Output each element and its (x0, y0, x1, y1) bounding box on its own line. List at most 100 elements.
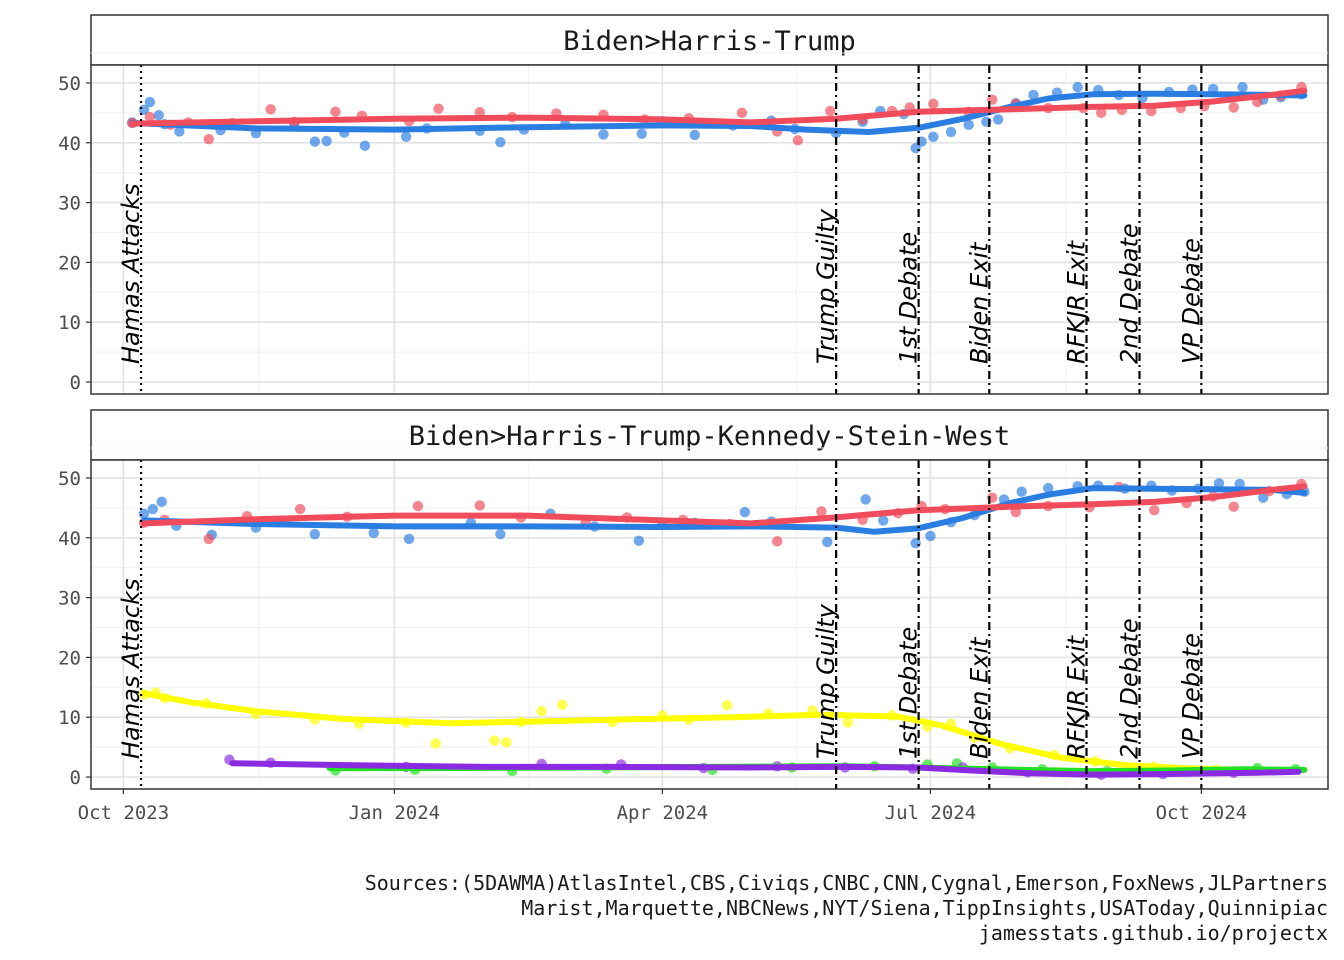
data-point (403, 533, 415, 545)
data-point (294, 503, 306, 515)
data-point (721, 700, 733, 711)
data-point (598, 129, 609, 140)
y-tick-label: 20 (58, 647, 81, 669)
y-tick-label: 0 (70, 372, 81, 394)
data-point (138, 508, 150, 520)
data-point (689, 129, 700, 141)
trend-line-2 (141, 483, 1308, 527)
data-point (203, 133, 215, 145)
x-tick-label: Oct 2024 (1156, 802, 1248, 824)
data-point (842, 717, 854, 728)
panel-strip (90, 409, 1329, 461)
y-tick-label: 40 (58, 528, 81, 550)
data-point (636, 128, 647, 139)
panel-1: Biden>Harris-Trump 0 10 20 30 40 50 Hamas Attac… (58, 14, 1329, 395)
y-tick-label: 0 (70, 767, 81, 789)
y-tick-label: 10 (58, 707, 81, 729)
event-label: VP Debate (1177, 238, 1205, 364)
data-point (557, 699, 568, 710)
y-tick-label: 20 (58, 252, 81, 274)
data-point (816, 506, 827, 517)
data-point (368, 527, 379, 539)
data-point (430, 738, 441, 749)
data-point (1028, 89, 1039, 101)
caption-sources-line-1: Sources:(5DAWMA)AtlasIntel,CBS,Civiqs,CN… (364, 871, 1328, 895)
data-point (174, 126, 185, 137)
event-label: Biden Exit (965, 636, 993, 759)
y-tick-label: 30 (58, 193, 81, 215)
panel-title: Biden>Harris-Trump-Kennedy-Stein-West (409, 421, 1010, 452)
panel-border (90, 64, 1329, 395)
data-point (309, 136, 321, 147)
panel-2: Biden>Harris-Trump-Kennedy-Stein-West 0 10… (58, 409, 1329, 824)
data-point (144, 111, 156, 123)
data-point (474, 107, 485, 118)
data-point (1149, 505, 1160, 516)
caption-website: jamesstats.github.io/projectx (978, 921, 1328, 945)
data-point (992, 114, 1004, 125)
data-point (822, 536, 833, 548)
event-label: Trump Guilty (812, 208, 840, 364)
data-point (489, 735, 500, 746)
data-point (1072, 81, 1083, 93)
data-point (860, 494, 871, 505)
data-point (495, 528, 506, 540)
data-point (265, 104, 276, 115)
data-point (156, 496, 167, 508)
data-point (144, 96, 156, 108)
data-point (739, 506, 751, 518)
data-point (321, 135, 332, 147)
y-tick-label: 30 (58, 588, 81, 610)
data-point (1096, 107, 1107, 119)
panel-title: Biden>Harris-Trump (563, 26, 856, 57)
caption-sources-line-2: Marist,Marquette,NBCNews,NYT/Siena,TippI… (521, 896, 1328, 920)
data-point (501, 737, 512, 748)
data-point (792, 135, 804, 146)
data-point (1043, 482, 1054, 494)
data-point (945, 126, 957, 138)
y-tick-label: 40 (58, 133, 81, 155)
event-label: 1st Debate (895, 627, 923, 759)
event-label: Biden Exit (965, 241, 993, 364)
event-label: VP Debate (1177, 633, 1205, 759)
data-point (359, 140, 371, 151)
data-point (878, 515, 889, 526)
event-label: 1st Debate (895, 232, 923, 364)
data-point (474, 500, 485, 511)
data-point (433, 103, 444, 114)
data-point (412, 500, 424, 512)
data-point (1213, 478, 1225, 489)
event-label: Hamas Attacks (117, 578, 145, 759)
panel-border (90, 459, 1329, 790)
x-tick-label: Jul 2024 (885, 802, 977, 824)
event-label: RFKJR Exit (1062, 634, 1090, 759)
x-tick-label: Jan 2024 (349, 802, 441, 824)
data-point (928, 98, 939, 110)
data-point (309, 528, 321, 540)
event-label: 2nd Debate (1116, 618, 1144, 759)
trend-line-2 (129, 87, 1308, 127)
data-point (1237, 81, 1248, 93)
data-point (1234, 478, 1245, 490)
panel-strip (90, 14, 1329, 66)
data-point (736, 107, 748, 119)
event-label: Trump Guilty (812, 603, 840, 759)
data-point (1228, 102, 1239, 113)
data-point (825, 105, 836, 117)
y-tick-label: 50 (58, 468, 81, 490)
data-point (925, 530, 936, 542)
event-label: Hamas Attacks (117, 183, 145, 364)
data-point (147, 503, 159, 515)
event-label: 2nd Debate (1116, 223, 1144, 364)
data-point (1016, 486, 1027, 497)
data-point (400, 131, 412, 142)
trend-line-1 (129, 90, 1308, 135)
event-label: RFKJR Exit (1062, 239, 1090, 364)
data-point (928, 131, 939, 142)
data-point (153, 110, 164, 121)
data-point (330, 106, 341, 117)
data-point (772, 536, 783, 547)
x-tick-label: Apr 2024 (617, 802, 709, 824)
data-point (203, 533, 215, 545)
